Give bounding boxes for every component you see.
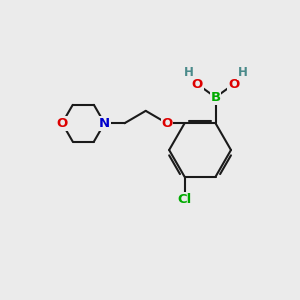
Text: O: O [161,117,172,130]
Text: Cl: Cl [178,193,192,206]
Text: O: O [228,78,239,91]
Text: N: N [99,117,110,130]
Text: H: H [238,66,248,80]
Text: B: B [211,91,220,104]
Text: O: O [56,117,68,130]
Text: H: H [184,66,194,80]
Text: O: O [192,78,203,91]
